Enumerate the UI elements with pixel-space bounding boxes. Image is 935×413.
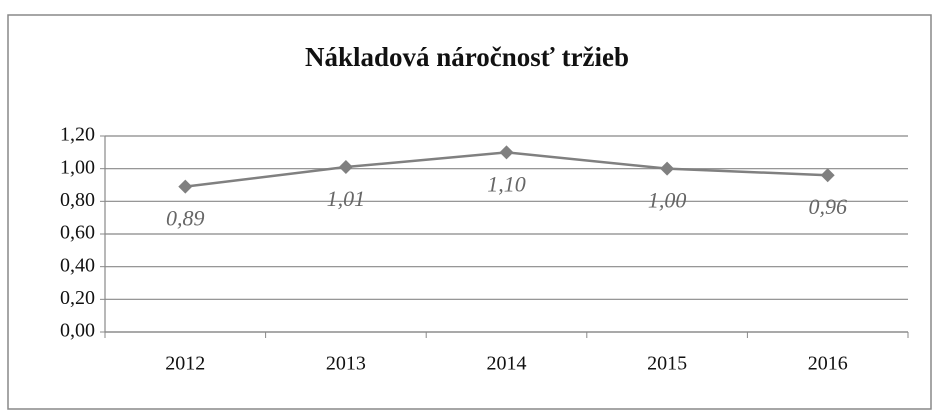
- y-tick-label: 1,20: [60, 124, 95, 146]
- y-tick-label: 0,60: [60, 222, 95, 244]
- data-point: [660, 161, 675, 176]
- x-tick-label: 2015: [647, 353, 687, 375]
- data-point: [820, 168, 835, 183]
- data-label: 0,96: [808, 194, 847, 219]
- chart-border: [7, 14, 932, 410]
- data-label: 1,01: [327, 186, 366, 211]
- y-tick-label: 0,00: [60, 320, 95, 342]
- chart-title: Nákladová náročnosť tržieb: [305, 42, 629, 72]
- y-tick-label: 0,20: [60, 287, 95, 309]
- data-label: 1,00: [648, 188, 687, 213]
- y-tick-label: 1,00: [60, 156, 95, 178]
- x-tick-label: 2012: [165, 353, 205, 375]
- data-label: 0,89: [166, 206, 205, 231]
- x-tick-label: 2013: [326, 353, 366, 375]
- y-tick-label: 0,40: [60, 254, 95, 276]
- y-tick-label: 0,80: [60, 189, 95, 211]
- data-label: 1,10: [487, 171, 526, 196]
- data-point: [338, 160, 353, 175]
- x-tick-label: 2014: [487, 353, 527, 375]
- data-point: [499, 145, 514, 160]
- x-tick-label: 2016: [808, 353, 848, 375]
- data-point: [178, 179, 193, 194]
